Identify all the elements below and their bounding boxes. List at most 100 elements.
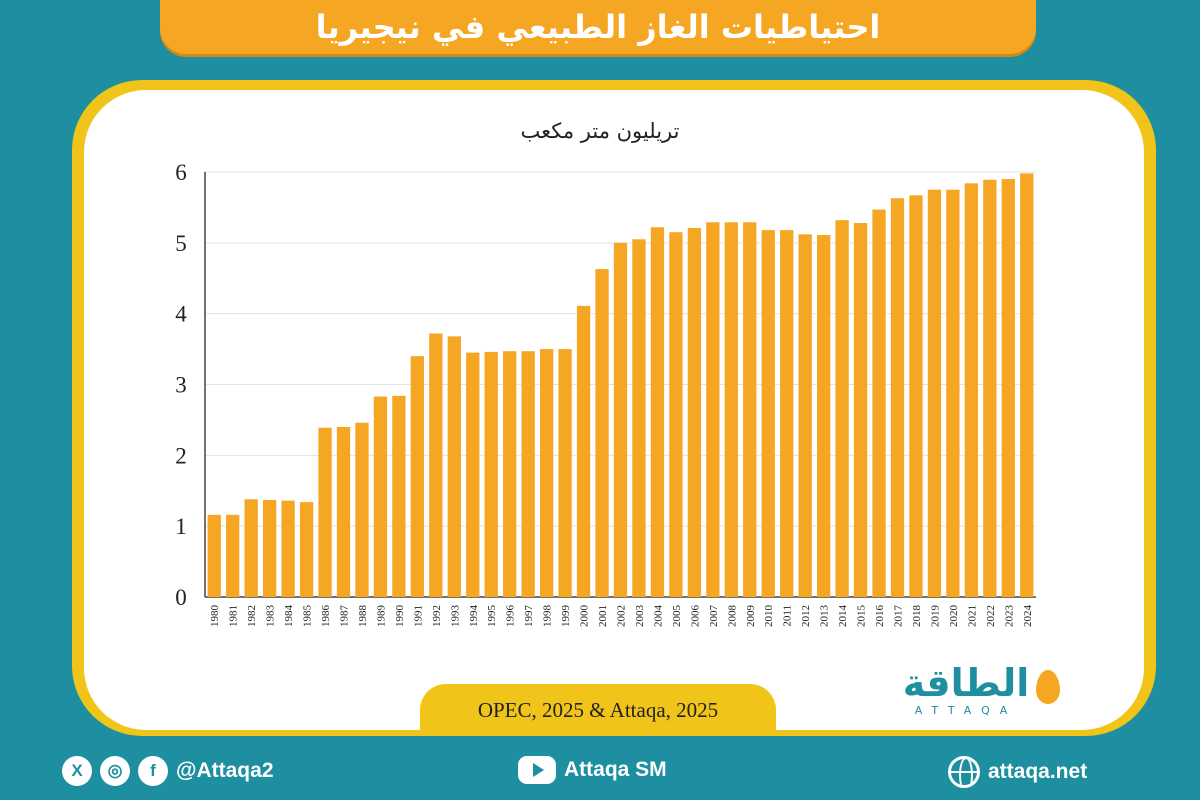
x-tick-label: 1995	[486, 605, 498, 628]
bar-2000	[576, 305, 591, 597]
bar-2007	[706, 222, 720, 597]
bar-1986	[318, 427, 332, 597]
x-tick-label: 2019	[929, 605, 941, 628]
x-tick-label: 1980	[209, 605, 221, 628]
bar-1997	[521, 351, 535, 597]
bar-2016	[872, 209, 886, 597]
bar-2005	[669, 232, 683, 598]
x-tick-label: 1984	[283, 605, 295, 628]
website-label: attaqa.net	[988, 760, 1088, 783]
bar-2023	[1001, 179, 1015, 598]
bar-2008	[724, 222, 738, 597]
youtube-label: Attaqa SM	[564, 758, 667, 781]
x-tick-label: 1999	[560, 605, 572, 628]
x-tick-label: 1996	[505, 605, 517, 628]
chart-title: احتياطيات الغاز الطبيعي في نيجيريا	[315, 8, 881, 46]
bar-1999	[558, 349, 572, 597]
source-text: OPEC, 2025 & Attaqa, 2025	[477, 697, 719, 722]
x-tick-label: 2022	[985, 605, 997, 627]
bar-2012	[798, 234, 812, 598]
x-tick-label: 1982	[246, 605, 258, 627]
x-tick-label: 1991	[412, 605, 424, 627]
bar-1983	[262, 499, 277, 597]
unit-label: تريليون متر مكعب	[521, 119, 680, 143]
bar-1992	[429, 333, 443, 597]
x-tick-label: 2017	[893, 605, 905, 628]
y-tick-label: 4	[175, 302, 187, 327]
bar-1980	[207, 514, 221, 597]
bar-1994	[466, 352, 480, 597]
x-tick-label: 2005	[671, 605, 683, 628]
bar-1982	[244, 499, 258, 597]
bar-2017	[890, 198, 905, 598]
x-tick-label: 2002	[616, 605, 628, 627]
x-tick-label: 2010	[763, 605, 775, 628]
youtube-link[interactable]: Attaqa SM	[518, 756, 667, 784]
bar-1991	[410, 356, 425, 597]
x-tick-label: 1997	[523, 605, 535, 628]
bar-2019	[927, 189, 942, 598]
x-tick-label: 1981	[228, 605, 240, 627]
x-tick-label: 2014	[837, 605, 849, 628]
x-tick-label: 2011	[782, 605, 794, 627]
y-tick-label: 1	[175, 514, 187, 539]
social-handle[interactable]: @Attaqa2	[176, 759, 274, 782]
bar-2003	[632, 239, 646, 597]
bar-1988	[355, 422, 369, 597]
bar-2015	[853, 223, 868, 597]
y-tick-label: 6	[175, 160, 187, 185]
x-tick-label: 2001	[597, 605, 609, 627]
y-tick-label: 5	[175, 231, 187, 256]
y-tick-label: 0	[175, 585, 187, 610]
social-links: X ◎ f @Attaqa2	[62, 756, 274, 786]
bar-2001	[595, 269, 609, 597]
x-tick-label: 1989	[375, 605, 387, 628]
x-tick-label: 2012	[800, 605, 812, 627]
x-tick-label: 2020	[948, 605, 960, 628]
bar-1984	[281, 500, 295, 597]
bar-2024	[1020, 173, 1034, 597]
footer: X ◎ f @Attaqa2 Attaqa SM attaqa.net	[0, 736, 1200, 800]
x-tick-label: 2021	[966, 605, 978, 627]
y-tick-label: 2	[175, 443, 187, 468]
x-tick-label: 1994	[468, 605, 480, 628]
x-tick-label: 1992	[431, 605, 443, 627]
x-tick-label: 1986	[320, 605, 332, 628]
bar-2021	[964, 183, 979, 598]
x-tick-label: 2024	[1022, 605, 1034, 628]
x-tick-label: 2006	[689, 605, 701, 628]
globe-icon	[948, 756, 980, 788]
x-tick-label: 1987	[339, 605, 351, 628]
bar-2006	[687, 227, 702, 598]
x-tick-label: 2008	[726, 605, 738, 628]
bar-2018	[909, 195, 923, 597]
instagram-icon[interactable]: ◎	[100, 756, 130, 786]
bar-1993	[447, 336, 461, 597]
x-tick-label: 2016	[874, 605, 886, 628]
bar-2004	[650, 227, 665, 597]
bar-2020	[946, 189, 960, 598]
website-link[interactable]: attaqa.net	[948, 756, 1087, 788]
x-tick-label: 2009	[745, 605, 757, 628]
x-tick-label: 1990	[394, 605, 406, 628]
x-tick-label: 2015	[856, 605, 868, 628]
brand-latin: ATTAQA	[914, 704, 1018, 717]
bar-1995	[484, 351, 498, 597]
title-banner: احتياطيات الغاز الطبيعي في نيجيريا	[160, 0, 1036, 54]
x-tick-label: 2007	[708, 605, 720, 628]
bar-1985	[299, 502, 314, 597]
facebook-icon[interactable]: f	[138, 756, 168, 786]
bar-1987	[336, 427, 351, 597]
x-tick-label: 2018	[911, 605, 923, 628]
source-badge: OPEC, 2025 & Attaqa, 2025	[420, 684, 776, 736]
x-icon[interactable]: X	[62, 756, 92, 786]
bar-1989	[373, 396, 388, 597]
x-tick-label: 1988	[357, 605, 369, 628]
brand-logo: الطاقة ATTAQA	[878, 664, 1060, 720]
drop-icon	[1036, 670, 1060, 704]
x-tick-label: 1983	[265, 605, 277, 628]
youtube-icon	[518, 756, 556, 784]
bar-1981	[226, 514, 240, 597]
bar-2022	[983, 179, 997, 597]
bar-2009	[743, 222, 757, 597]
